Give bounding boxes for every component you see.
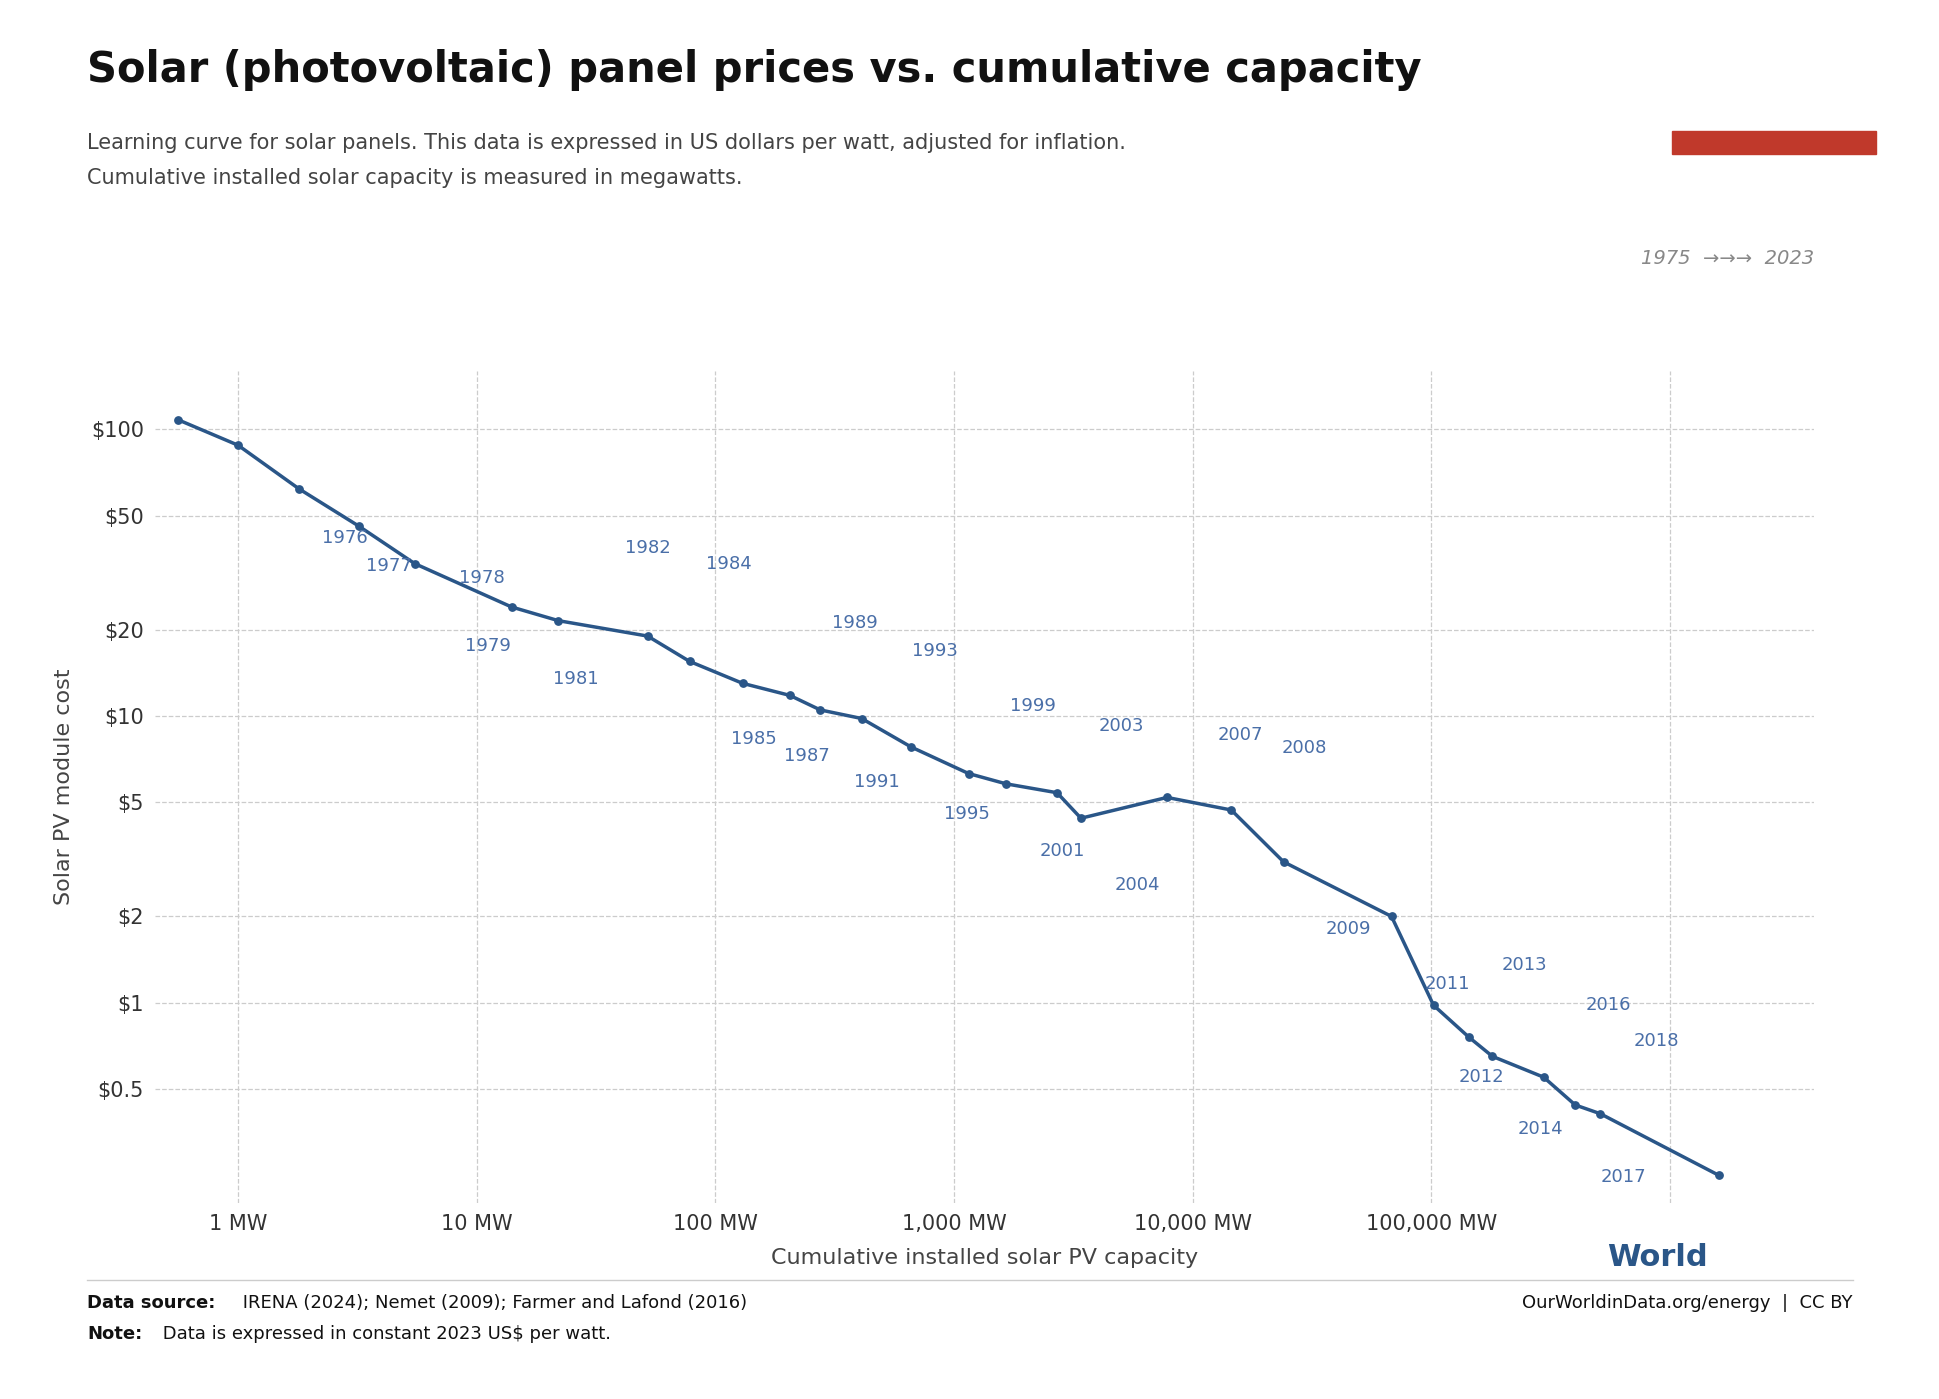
Text: 2008: 2008 [1282, 739, 1326, 757]
Point [223, 434, 254, 456]
Text: 1985: 1985 [731, 730, 778, 748]
Text: 2012: 2012 [1458, 1069, 1503, 1087]
Text: 2004: 2004 [1113, 876, 1160, 894]
Y-axis label: Solar PV module cost: Solar PV module cost [54, 669, 74, 905]
Point [496, 596, 527, 618]
Text: 1982: 1982 [624, 540, 671, 557]
Point [1584, 1102, 1615, 1125]
Point [896, 736, 927, 758]
Point [1559, 1094, 1590, 1116]
Text: 1989: 1989 [832, 614, 876, 632]
Point [952, 762, 983, 785]
Point [283, 477, 314, 499]
X-axis label: Cumulative installed solar PV capacity: Cumulative installed solar PV capacity [770, 1248, 1198, 1267]
Point [1041, 782, 1072, 804]
Point [1065, 807, 1096, 830]
Text: 1991: 1991 [853, 774, 900, 792]
Point [1702, 1164, 1733, 1186]
Point [632, 625, 663, 648]
Bar [1671, 132, 1875, 154]
Point [1417, 995, 1448, 1017]
Text: Solar (photovoltaic) panel prices vs. cumulative capacity: Solar (photovoltaic) panel prices vs. cu… [87, 49, 1421, 91]
Text: 1976: 1976 [322, 529, 366, 547]
Text: Learning curve for solar panels. This data is expressed in US dollars per watt, : Learning curve for solar panels. This da… [87, 133, 1127, 152]
Text: Data source:: Data source: [87, 1294, 215, 1312]
Point [1268, 851, 1299, 873]
Text: 1975  →→→  2023: 1975 →→→ 2023 [1640, 249, 1813, 269]
Text: World: World [1605, 1244, 1706, 1272]
Text: in Data: in Data [1733, 90, 1813, 108]
Text: Our World: Our World [1718, 53, 1828, 71]
Point [727, 672, 758, 694]
Point [543, 610, 574, 632]
Text: 1981: 1981 [553, 670, 599, 688]
Text: 1995: 1995 [944, 804, 989, 823]
Text: 1999: 1999 [1010, 698, 1055, 715]
Text: Cumulative installed solar capacity is measured in megawatts.: Cumulative installed solar capacity is m… [87, 168, 743, 187]
Text: 2018: 2018 [1633, 1032, 1679, 1051]
Text: 1993: 1993 [911, 642, 958, 660]
Text: 1978: 1978 [460, 568, 504, 586]
Text: 2016: 2016 [1584, 996, 1631, 1014]
Text: 2011: 2011 [1423, 975, 1470, 992]
Text: 1984: 1984 [706, 555, 752, 572]
Text: IRENA (2024); Nemet (2009); Farmer and Lafond (2016): IRENA (2024); Nemet (2009); Farmer and L… [237, 1294, 747, 1312]
Point [1452, 1025, 1483, 1048]
Text: 2013: 2013 [1501, 956, 1547, 974]
Point [673, 651, 704, 673]
Text: 2009: 2009 [1324, 921, 1371, 937]
Point [343, 515, 374, 537]
Point [1216, 799, 1247, 821]
Text: 2017: 2017 [1600, 1168, 1644, 1186]
Text: 2003: 2003 [1097, 716, 1144, 734]
Point [1375, 905, 1406, 928]
Text: 2014: 2014 [1516, 1119, 1563, 1137]
Point [774, 684, 805, 706]
Text: 2001: 2001 [1039, 842, 1084, 860]
Point [805, 698, 836, 720]
Point [1528, 1066, 1559, 1088]
Point [1476, 1045, 1507, 1067]
Text: OurWorldinData.org/energy  |  CC BY: OurWorldinData.org/energy | CC BY [1522, 1294, 1852, 1312]
Text: Note:: Note: [87, 1325, 142, 1343]
Point [163, 409, 194, 431]
Text: 2007: 2007 [1216, 726, 1262, 744]
Point [845, 708, 876, 730]
Text: 1987: 1987 [783, 747, 830, 765]
Point [1152, 786, 1183, 809]
Point [399, 553, 430, 575]
Point [991, 772, 1022, 795]
Text: 1979: 1979 [465, 637, 510, 655]
Text: Data is expressed in constant 2023 US$ per watt.: Data is expressed in constant 2023 US$ p… [157, 1325, 611, 1343]
Text: 1977: 1977 [366, 557, 411, 575]
